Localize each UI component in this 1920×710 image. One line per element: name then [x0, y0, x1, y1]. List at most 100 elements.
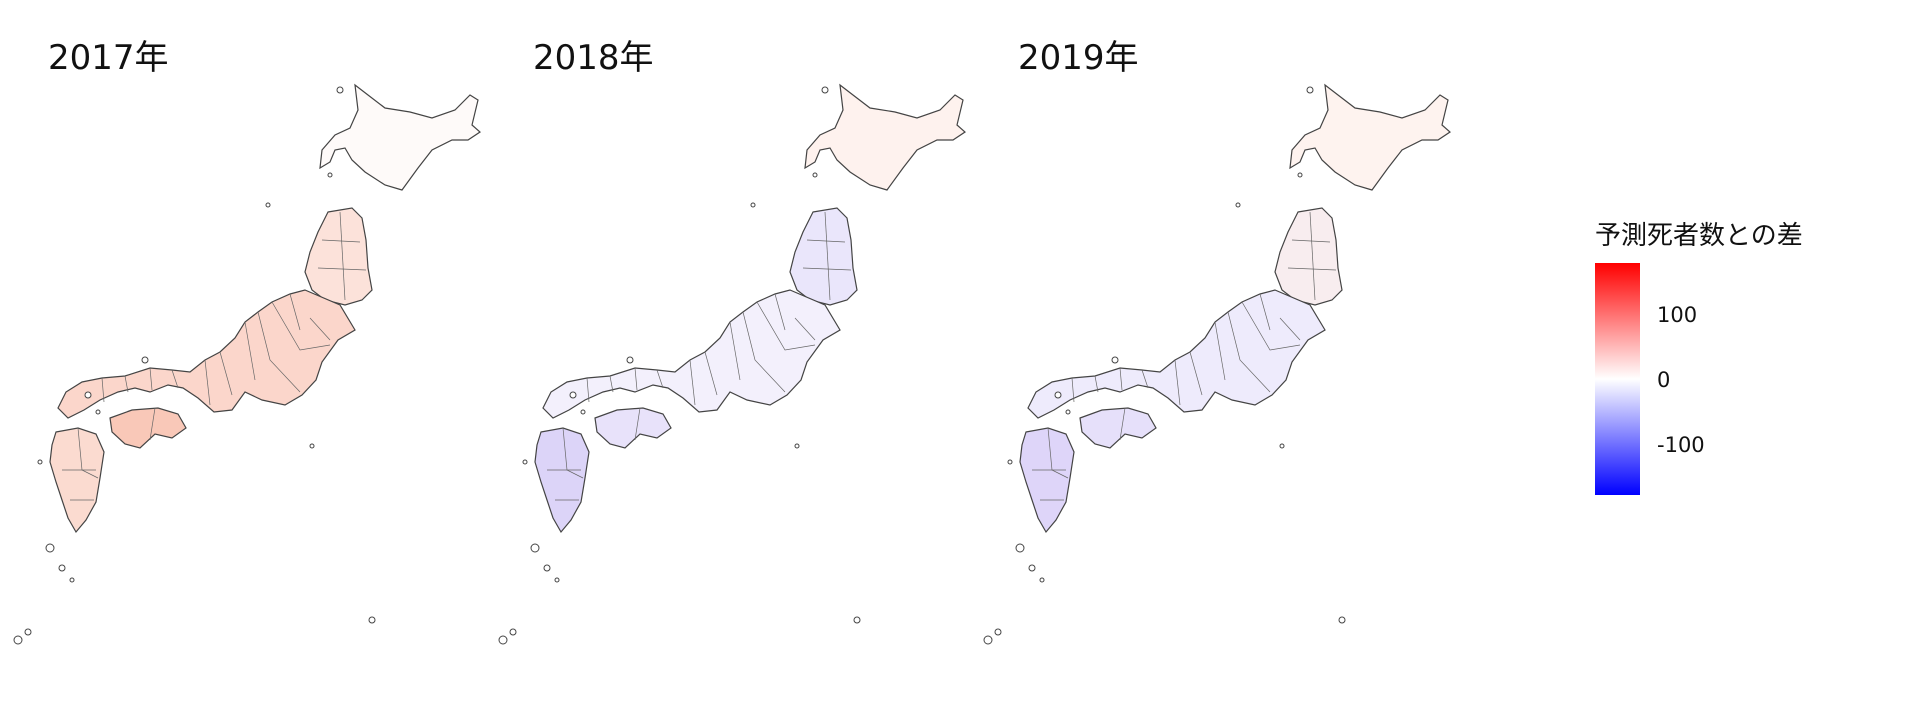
island [853, 616, 861, 624]
legend-label-0: 0 [1657, 368, 1671, 392]
map-panel-2017: 2017年 [0, 0, 485, 710]
region-honshu [57, 289, 356, 419]
prefecture-border [1227, 311, 1271, 393]
region-tohoku [1274, 207, 1343, 306]
prefecture-border [1071, 377, 1075, 403]
island [554, 577, 560, 583]
island [812, 172, 818, 178]
legend-label-100: 100 [1657, 303, 1698, 327]
island [1279, 443, 1285, 449]
island [1039, 577, 1045, 583]
prefecture-border [149, 407, 156, 441]
island [1111, 356, 1119, 364]
island [1015, 543, 1025, 553]
island [580, 409, 586, 415]
island [626, 356, 634, 364]
island [1065, 409, 1071, 415]
prefecture-border [794, 317, 816, 341]
prefecture-border [802, 267, 852, 271]
island [569, 391, 577, 399]
prefecture-border [656, 369, 664, 389]
region-kyushu [1019, 427, 1075, 534]
region-honshu [1027, 289, 1326, 419]
panel-title: 2019年 [1018, 38, 1139, 78]
prefecture-border [289, 293, 301, 331]
panel-title: 2018年 [533, 38, 654, 78]
island [13, 635, 23, 645]
prefecture-border [774, 293, 786, 331]
region-shikoku [1079, 407, 1157, 449]
region-honshu [542, 289, 841, 419]
region-hokkaido [804, 83, 966, 191]
region-shikoku [594, 407, 672, 449]
prefecture-border [742, 311, 786, 393]
prefecture-border [101, 377, 105, 403]
island [1297, 172, 1303, 178]
prefecture-border [609, 375, 614, 393]
prefecture-border [1241, 301, 1301, 351]
prefecture-border [1141, 369, 1149, 389]
panel-title: 2017年 [48, 38, 169, 78]
prefecture-border [634, 407, 641, 441]
island [69, 577, 75, 583]
prefecture-border [244, 321, 256, 381]
island [1028, 564, 1036, 572]
prefecture-border [1189, 351, 1203, 396]
prefecture-border [689, 359, 696, 406]
island [45, 543, 55, 553]
region-tohoku [789, 207, 858, 306]
prefecture-border [824, 211, 831, 301]
island [309, 443, 315, 449]
island [265, 202, 271, 208]
island [58, 564, 66, 572]
prefecture-border [756, 301, 816, 351]
prefecture-border [171, 369, 179, 389]
island [1007, 459, 1013, 465]
island [1235, 202, 1241, 208]
legend-title: 予測死者数との差 [1595, 221, 1803, 251]
region-kyushu [534, 427, 590, 534]
prefecture-border [271, 301, 331, 351]
region-tohoku [304, 207, 373, 306]
prefecture-border [339, 211, 346, 301]
island [327, 172, 333, 178]
region-hokkaido [1289, 83, 1451, 191]
prefecture-border [729, 321, 741, 381]
island [543, 564, 551, 572]
prefecture-border [219, 351, 233, 396]
legend-label-minus-100: -100 [1657, 433, 1705, 457]
prefecture-border [1214, 321, 1226, 381]
prefecture-border [204, 359, 211, 406]
region-hokkaido [319, 83, 481, 191]
prefecture-border [1094, 375, 1099, 393]
island [37, 459, 43, 465]
map-panel-2019: 2019年 [970, 0, 1455, 710]
island [983, 635, 993, 645]
prefecture-border [1309, 211, 1316, 301]
island [368, 616, 376, 624]
island [522, 459, 528, 465]
prefecture-border [1119, 367, 1123, 391]
island [1306, 86, 1314, 94]
island [509, 628, 517, 636]
prefecture-border [1291, 239, 1331, 243]
prefecture-border [309, 317, 331, 341]
island [336, 86, 344, 94]
island [498, 635, 508, 645]
region-kyushu [49, 427, 105, 534]
island [24, 628, 32, 636]
prefecture-border [806, 239, 846, 243]
region-shikoku [109, 407, 187, 449]
prefecture-border [149, 367, 153, 391]
prefecture-border [1259, 293, 1271, 331]
prefecture-border [317, 267, 367, 271]
legend-colorbar [1595, 263, 1640, 495]
island [1054, 391, 1062, 399]
island [1338, 616, 1346, 624]
prefecture-border [1119, 407, 1126, 441]
prefecture-border [634, 367, 638, 391]
prefecture-border [586, 377, 590, 403]
island [530, 543, 540, 553]
prefecture-border [1287, 267, 1337, 271]
japan-map [983, 83, 1451, 645]
